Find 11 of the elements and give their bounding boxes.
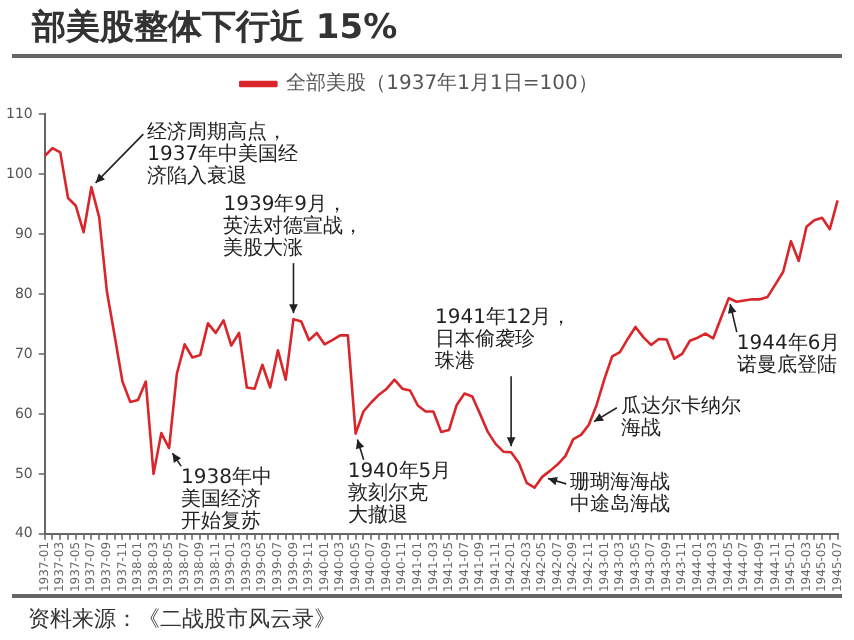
annotation: 瓜达尔卡纳尔海战 (620, 393, 741, 440)
annotation: 1941年12月，日本偷袭珍珠港 (435, 305, 572, 374)
annotation: 1939年9月，英法对德宣战，美股大涨 (223, 192, 364, 261)
legend-label: 全部美股（1937年1月1日=100） (286, 71, 598, 96)
annotation: 1940年5月敦刻尔克大撤退 (347, 458, 452, 527)
annotation: 经济周期高点，1937年中美国经济陷入衰退 (147, 120, 299, 189)
annotation: 1938年中美国经济开始复苏 (181, 465, 272, 534)
annotation: 珊瑚海海战中途岛海战 (570, 470, 671, 517)
annotation: 1944年6月诺曼底登陆 (736, 331, 841, 378)
chart-title: 部美股整体下行近 15% (12, 0, 842, 58)
text: 资料来源：《二战股市风云录》 (28, 606, 336, 632)
